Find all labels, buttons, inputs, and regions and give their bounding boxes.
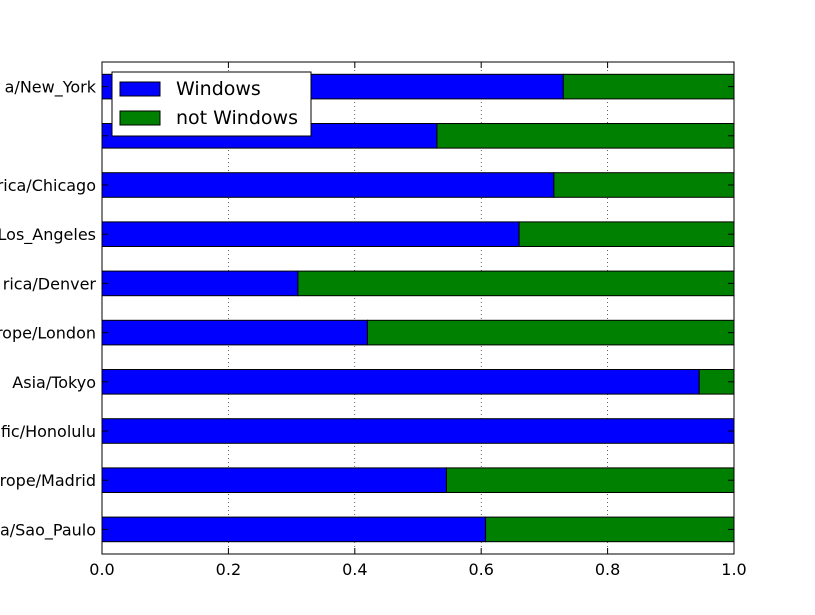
bars — [101, 73, 735, 543]
bar-windows — [101, 467, 447, 493]
bar-windows — [101, 418, 735, 444]
bar-windows — [101, 516, 487, 543]
legend-swatch-not-windows — [119, 110, 161, 126]
legend-label-windows: Windows — [176, 78, 261, 100]
bar-not-windows — [553, 172, 735, 198]
y-tick-label: rope/Madrid — [0, 471, 96, 490]
x-tick-label: 0.2 — [216, 560, 241, 579]
bar-not-windows — [485, 516, 735, 543]
y-tick-label: Asia/Tokyo — [12, 373, 96, 392]
bar-not-windows — [297, 270, 735, 297]
y-tick-label: rope/London — [0, 324, 96, 343]
bar-windows — [101, 319, 368, 346]
axis-ticks: 0.0 0.2 0.4 0.6 0.8 1.0 a/New_York rica/Chicago… — [0, 62, 747, 579]
bar-not-windows — [366, 319, 735, 346]
y-tick-label: fic/Honolulu — [1, 422, 96, 441]
x-tick-label: 0.4 — [342, 560, 367, 579]
plot-frame — [101, 61, 735, 555]
legend-swatch-windows — [119, 81, 161, 97]
y-tick-label: rica/Chicago — [0, 176, 96, 195]
y-tick-label: Los_Angeles — [0, 225, 96, 245]
bar-not-windows — [562, 73, 735, 100]
legend: Windows not Windows — [111, 71, 312, 137]
bar-windows — [101, 221, 520, 247]
x-tick-label: 0.6 — [468, 560, 493, 579]
y-tick-label: a/New_York — [5, 78, 97, 98]
y-tick-label: rica/Denver — [3, 274, 97, 293]
bar-not-windows — [445, 467, 735, 493]
x-tick-label: 0.0 — [89, 560, 114, 579]
x-tick-label: 1.0 — [721, 560, 746, 579]
bar-windows — [101, 172, 555, 198]
bar-windows — [101, 369, 700, 395]
y-tick-label: a/Sao_Paulo — [0, 520, 96, 540]
bar-windows — [101, 270, 299, 297]
bar-not-windows — [436, 123, 735, 149]
legend-label-not-windows: not Windows — [176, 107, 298, 129]
bar-not-windows — [518, 221, 735, 247]
x-tick-label: 0.8 — [595, 560, 620, 579]
